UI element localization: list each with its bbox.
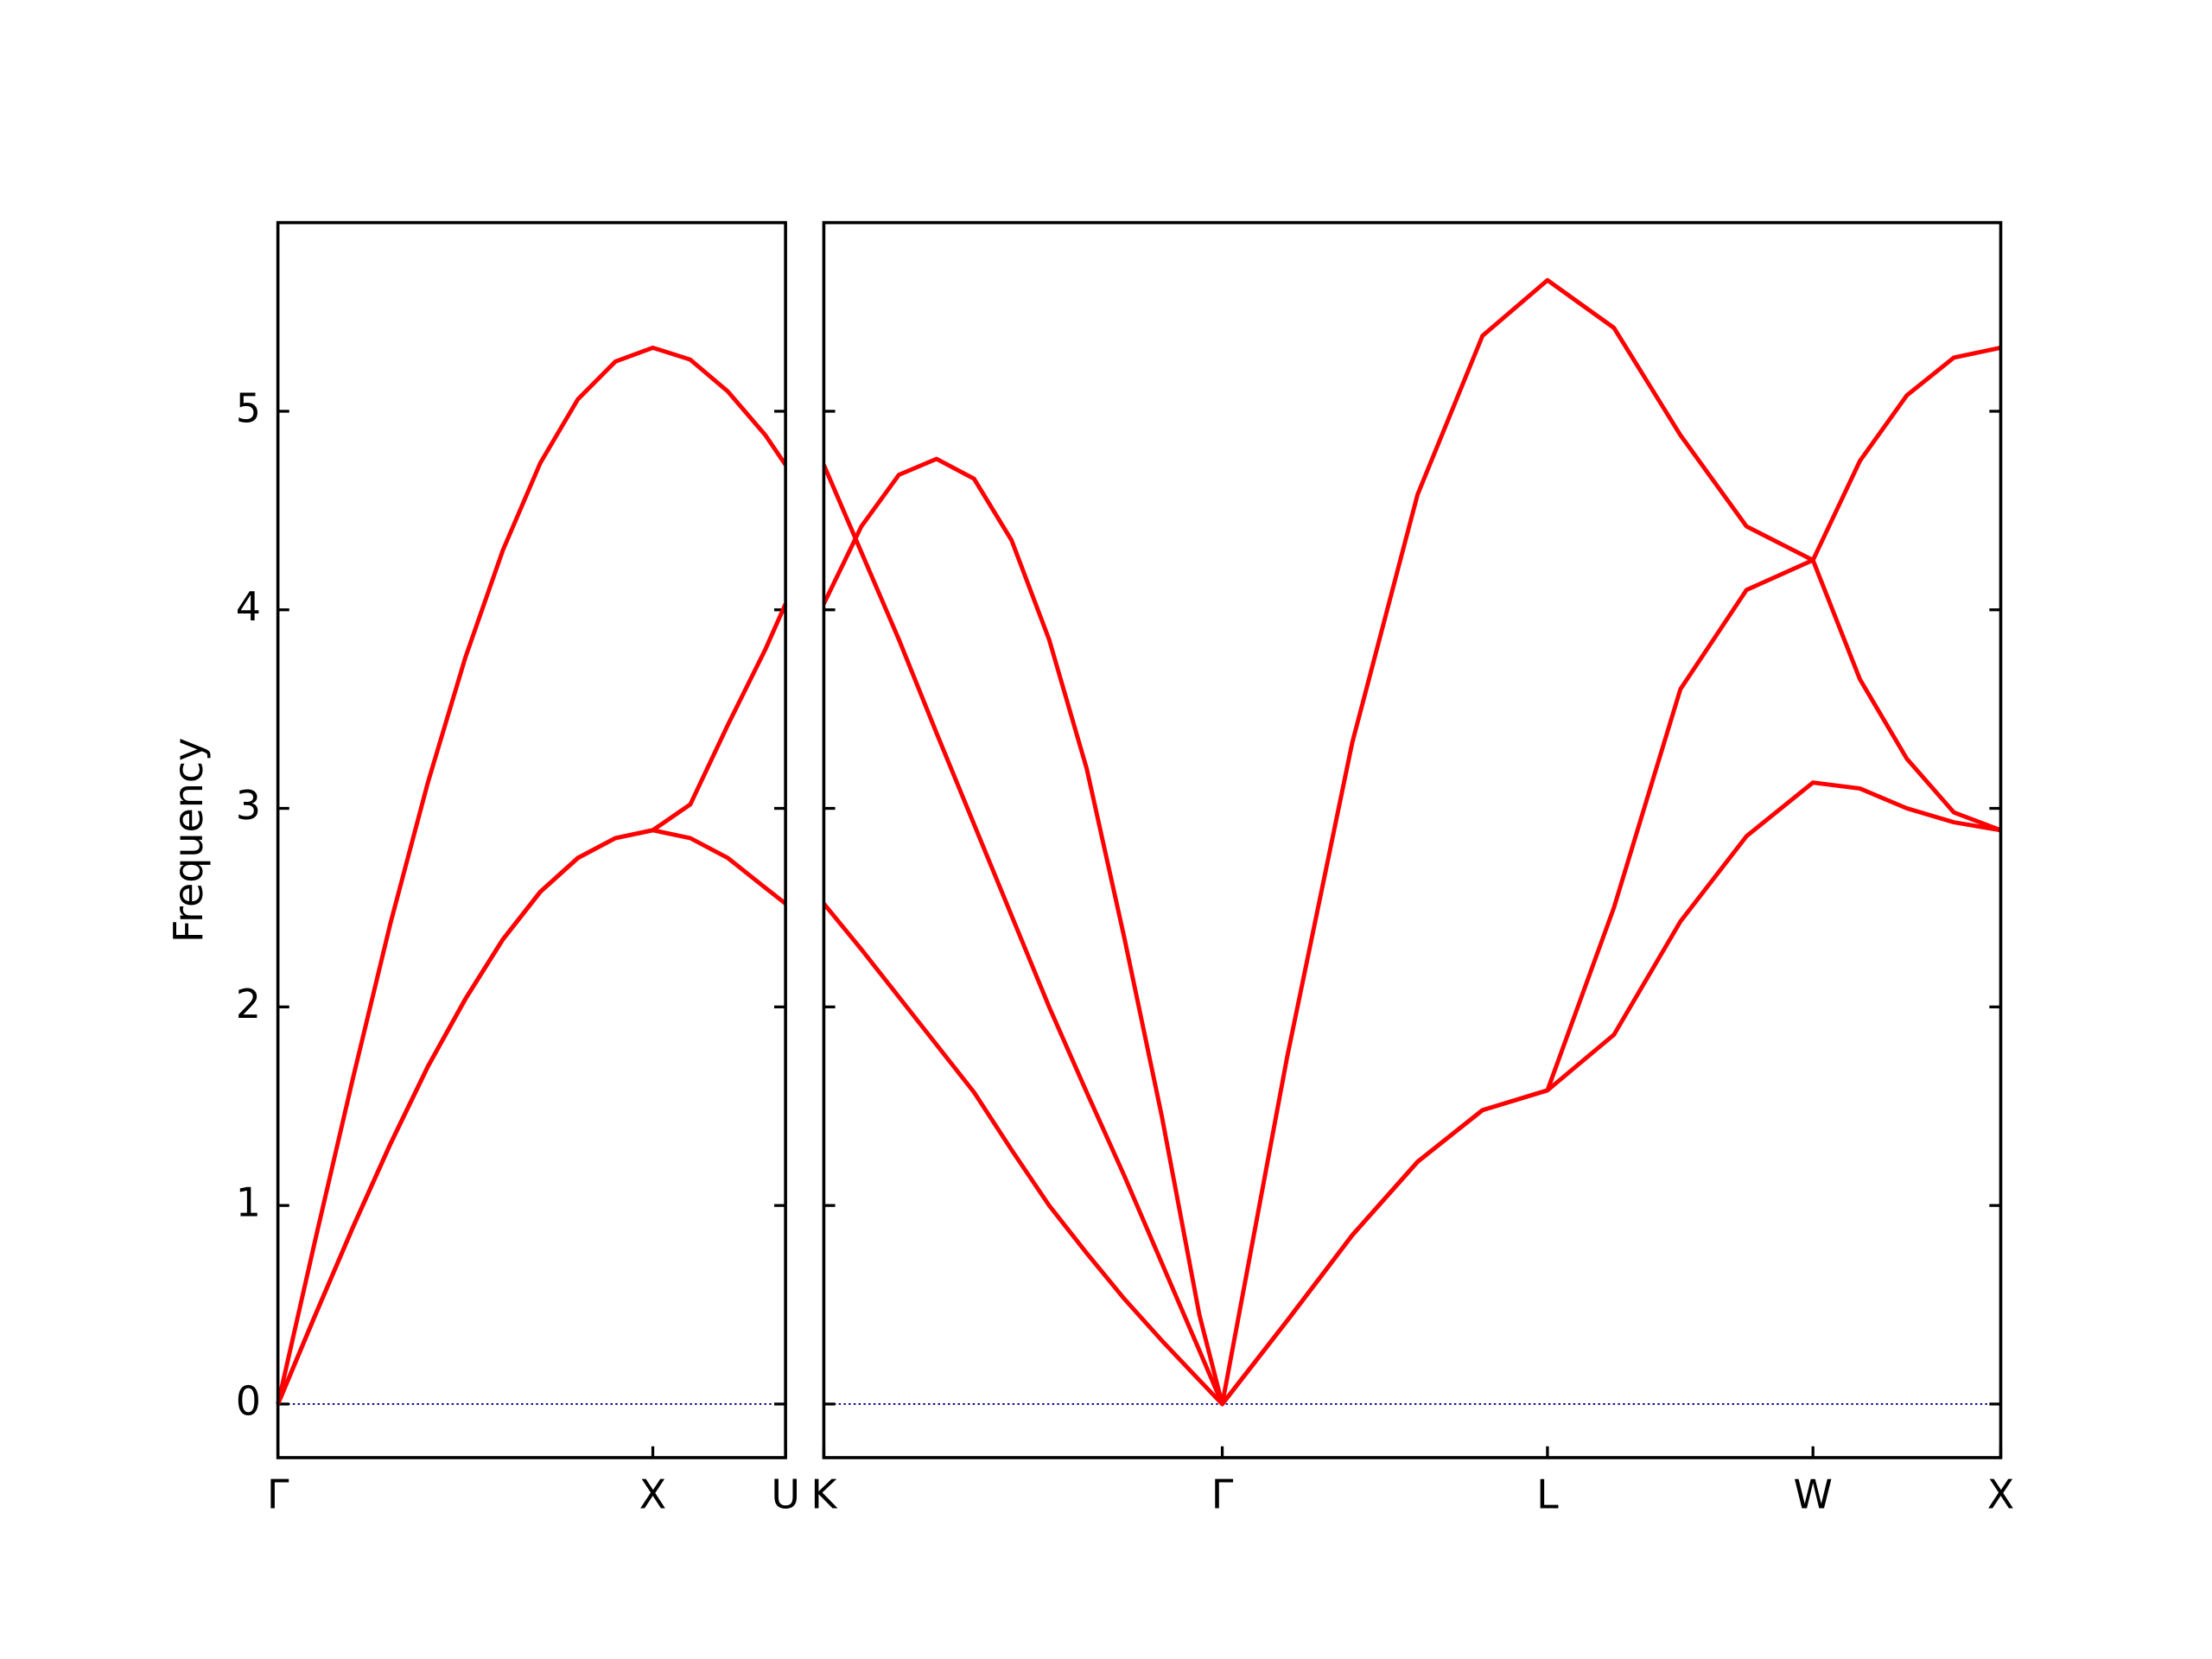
band-line: [276, 602, 788, 1405]
y-tick-label: 5: [236, 385, 261, 431]
band-line: [276, 828, 787, 1405]
y-tick-label: 3: [236, 782, 261, 829]
band-line: [276, 345, 788, 1405]
band-line: [822, 780, 2001, 1407]
band-line: [822, 277, 2002, 1407]
x-tick-label: U: [771, 1471, 800, 1517]
y-tick-label: 1: [236, 1179, 261, 1226]
x-tick-label: Γ: [267, 1471, 289, 1517]
x-tick-label: X: [639, 1471, 666, 1517]
x-tick-label: K: [810, 1471, 838, 1517]
plot-frame: [276, 220, 787, 1459]
y-tick-label: 2: [236, 981, 261, 1027]
y-axis-label: Frequency: [165, 738, 212, 943]
x-tick-label: W: [1793, 1471, 1832, 1517]
plot-frame: [822, 220, 2003, 1459]
x-tick-label: Γ: [1211, 1471, 1234, 1517]
x-tick-label: X: [1987, 1471, 2014, 1517]
band-line: [822, 346, 2001, 1407]
x-tick-label: L: [1536, 1471, 1559, 1517]
y-tick-label: 4: [236, 583, 261, 630]
y-tick-label: 0: [236, 1377, 261, 1424]
